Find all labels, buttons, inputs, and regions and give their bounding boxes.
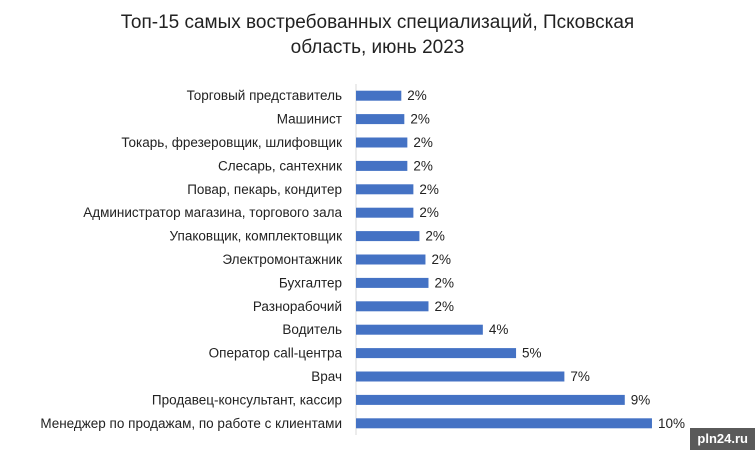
- data-label: 4%: [489, 322, 509, 337]
- category-label: Менеджер по продажам, по работе с клиент…: [40, 416, 342, 431]
- category-label: Электромонтажник: [222, 252, 342, 267]
- data-label: 2%: [410, 112, 430, 127]
- category-label: Повар, пекарь, кондитер: [187, 182, 342, 197]
- category-label: Разнорабочий: [253, 299, 342, 314]
- bar: [356, 231, 420, 242]
- data-label: 2%: [434, 275, 454, 290]
- chart-title-line-2: область, июнь 2023: [290, 37, 465, 58]
- category-label: Оператор call-центра: [209, 346, 343, 361]
- bar: [356, 371, 565, 382]
- bar: [356, 324, 483, 335]
- plot-area: Торговый представитель 2% Машинист 2% Токарь…: [40, 84, 685, 435]
- bar: [356, 418, 652, 429]
- category-label: Продавец-консультант, кассир: [152, 392, 342, 407]
- category-label: Токарь, фрезеровщик, шлифовщик: [121, 135, 342, 150]
- bar: [356, 184, 414, 195]
- bar: [356, 137, 408, 148]
- data-label: 5%: [522, 346, 542, 361]
- category-label: Бухгалтер: [279, 275, 342, 290]
- bar: [356, 254, 426, 265]
- bar: [356, 348, 517, 359]
- data-label: 2%: [419, 205, 439, 220]
- bar: [356, 114, 405, 125]
- category-label: Упаковщик, комплектовщик: [170, 229, 343, 244]
- chart-title-line-1: Топ-15 самых востребованных специализаци…: [120, 12, 635, 33]
- category-label: Машинист: [277, 112, 342, 127]
- category-label: Администратор магазина, торгового зала: [83, 205, 342, 220]
- bar: [356, 207, 414, 218]
- data-label: 2%: [431, 252, 451, 267]
- bar: [356, 394, 625, 405]
- data-label: 9%: [631, 392, 651, 407]
- bar: [356, 90, 402, 101]
- bar: [356, 277, 429, 288]
- bar: [356, 160, 408, 171]
- data-label: 7%: [570, 369, 590, 384]
- data-label: 2%: [413, 135, 433, 150]
- data-label: 10%: [658, 416, 685, 431]
- data-label: 2%: [434, 299, 454, 314]
- data-label: 2%: [413, 158, 433, 173]
- watermark: pln24.ru: [690, 428, 755, 450]
- category-label: Слесарь, сантехник: [218, 158, 342, 173]
- bar: [356, 301, 429, 312]
- chart-title: Топ-15 самых востребованных специализаци…: [0, 10, 755, 60]
- category-label: Водитель: [282, 322, 342, 337]
- data-label: 2%: [425, 229, 445, 244]
- data-label: 2%: [407, 88, 427, 103]
- data-label: 2%: [419, 182, 439, 197]
- category-label: Торговый представитель: [187, 88, 342, 103]
- category-label: Врач: [311, 369, 342, 384]
